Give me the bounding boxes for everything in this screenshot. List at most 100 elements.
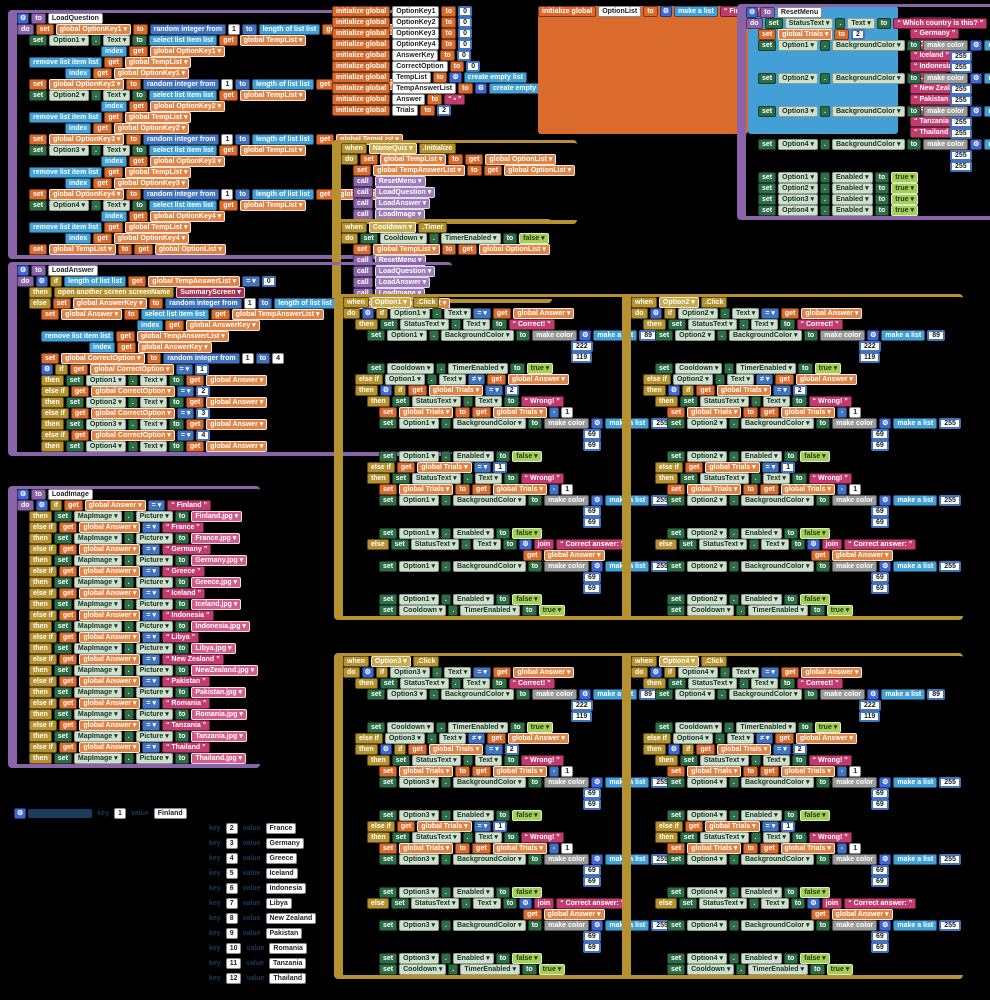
variable-block[interactable]: initialize global	[332, 6, 391, 17]
component-dropdown[interactable]: Option3 ▾	[399, 777, 440, 788]
component-dropdown[interactable]: StatusText ▾	[399, 319, 449, 330]
value-slot[interactable]: 11	[225, 958, 242, 969]
variable-dropdown[interactable]: global Trials ▾	[705, 821, 760, 832]
variable-block[interactable]: get	[472, 407, 491, 418]
component-dropdown[interactable]: Cooldown ▾	[675, 722, 723, 733]
component-dropdown[interactable]: Option4 ▾	[687, 887, 728, 898]
component-dropdown[interactable]: MapImage ▾	[73, 643, 122, 654]
control-block[interactable]: if	[49, 500, 63, 511]
variable-dropdown[interactable]: global Trials ▾	[417, 821, 472, 832]
variable-dropdown[interactable]: global Trials ▾	[399, 843, 454, 854]
component-setter-block[interactable]: .	[749, 898, 760, 909]
component-dropdown[interactable]: Cooldown ▾	[687, 605, 735, 616]
component-setter-block[interactable]: to	[783, 594, 799, 605]
variable-dropdown[interactable]: global TempList ▾	[49, 244, 116, 255]
component-setter-block[interactable]: set	[679, 396, 698, 407]
component-setter-block[interactable]: set	[678, 539, 697, 550]
component-setter-block[interactable]: .	[426, 733, 437, 744]
component-setter-block[interactable]: set	[53, 555, 72, 566]
component-dropdown[interactable]: Picture ▾	[135, 753, 173, 764]
variable-block[interactable]: set	[667, 407, 686, 418]
component-setter-block[interactable]: .	[448, 964, 459, 975]
proc-loadquestion[interactable]: ⚙ to LoadQuestion do set global OptionKey1 ▾ t…	[8, 10, 412, 259]
mutator-gear-icon[interactable]: ⚙	[879, 854, 892, 865]
variable-block[interactable]: get	[58, 698, 78, 709]
component-setter-block[interactable]: set	[667, 678, 686, 689]
procedure-block[interactable]: call	[353, 277, 373, 288]
component-setter-block[interactable]: .	[127, 375, 138, 386]
component-setter-block[interactable]: set	[667, 495, 686, 506]
variable-block[interactable]: to	[455, 843, 471, 854]
component-dropdown[interactable]: TimerEnabled ▾	[736, 722, 796, 733]
variable-dropdown[interactable]: global Trials ▾	[716, 744, 772, 755]
control-block[interactable]: else if	[29, 698, 57, 709]
control-block[interactable]: if	[49, 276, 63, 287]
make-color-block[interactable]: make color	[544, 920, 590, 931]
variable-block[interactable]: initialize global	[332, 61, 391, 72]
control-block[interactable]: then	[41, 397, 64, 408]
component-setter-block[interactable]: .	[123, 599, 134, 610]
math-block[interactable]: -	[548, 484, 560, 495]
variable-block[interactable]: to	[743, 484, 759, 495]
component-dropdown[interactable]: StatusText ▾	[411, 832, 461, 843]
math-block[interactable]: ≠ ▾	[756, 733, 774, 744]
math-block[interactable]: = ▾	[761, 308, 779, 319]
list-block[interactable]: make a list	[984, 40, 990, 51]
component-dropdown[interactable]: StatusText ▾	[698, 539, 748, 550]
mutator-gear-icon[interactable]: ⚙	[35, 276, 48, 287]
value-slot[interactable]: OptionKey2	[392, 17, 440, 28]
number-literal[interactable]: 69	[871, 429, 889, 440]
component-dropdown[interactable]: Option3 ▾	[399, 920, 440, 931]
variable-dropdown[interactable]: global Answer ▾	[61, 309, 123, 320]
component-setter-block[interactable]: to	[798, 722, 813, 733]
component-setter-block[interactable]: .	[127, 441, 138, 452]
variable-block[interactable]: get	[487, 374, 506, 385]
component-setter-block[interactable]: .	[820, 205, 830, 216]
component-setter-block[interactable]: .	[428, 233, 439, 244]
picture-dropdown[interactable]: Greece.jpg ▾	[191, 577, 242, 588]
variable-dropdown[interactable]: global Trials ▾	[399, 766, 454, 777]
component-setter-block[interactable]: to	[815, 418, 831, 429]
component-dropdown[interactable]: Picture ▾	[135, 511, 173, 522]
variable-block[interactable]: get	[58, 720, 78, 731]
list-block[interactable]: index	[65, 233, 92, 244]
control-block[interactable]: then	[643, 319, 666, 330]
component-setter-block[interactable]: .	[462, 832, 473, 843]
component-dropdown[interactable]: Text ▾	[438, 733, 467, 744]
component-dropdown[interactable]: BackgroundColor ▾	[740, 777, 814, 788]
component-setter-block[interactable]: set	[667, 561, 686, 572]
number-literal[interactable]: 119	[859, 711, 881, 722]
logic-literal[interactable]: false ▾	[512, 528, 542, 539]
value-slot[interactable]: TempList	[392, 72, 431, 83]
component-dropdown[interactable]: Enabled ▾	[740, 810, 782, 821]
component-dropdown[interactable]: Option1 ▾	[778, 172, 819, 183]
component-dropdown[interactable]: Option4 ▾	[49, 200, 90, 211]
event-namequiz-initialize[interactable]: when NameQuiz ▾ .Initialize do set global Tem…	[332, 140, 578, 224]
component-setter-block[interactable]: to	[132, 35, 147, 46]
component-setter-block[interactable]: to	[495, 594, 511, 605]
value-slot[interactable]: 1	[561, 484, 574, 495]
mutator-gear-icon[interactable]: ⚙	[649, 667, 662, 678]
variable-block[interactable]: get	[396, 821, 416, 832]
component-dropdown[interactable]: Cooldown ▾	[399, 605, 447, 616]
component-dropdown[interactable]: MapImage ▾	[73, 709, 122, 720]
control-block[interactable]: if	[682, 744, 695, 755]
variable-block[interactable]: to	[126, 189, 142, 200]
component-dropdown[interactable]: Text ▾	[102, 200, 131, 211]
value-slot[interactable]: 5	[225, 868, 238, 879]
value-slot[interactable]: ResetMenu	[776, 7, 823, 18]
component-setter-block[interactable]: set	[667, 920, 686, 931]
component-setter-block[interactable]: to	[906, 40, 922, 51]
variable-dropdown[interactable]: global Answer ▾	[206, 441, 268, 452]
variable-block[interactable]: get	[70, 386, 90, 397]
value-slot[interactable]: Pakistan	[265, 928, 303, 939]
mutator-gear-icon[interactable]: ⚙	[879, 561, 892, 572]
component-setter-block[interactable]: set	[53, 665, 72, 676]
component-setter-block[interactable]: .	[720, 308, 730, 319]
component-dropdown[interactable]: Text ▾	[847, 18, 875, 29]
component-dropdown[interactable]: Enabled ▾	[452, 887, 494, 898]
component-dropdown[interactable]: Enabled ▾	[831, 172, 873, 183]
number-literal[interactable]: 222	[859, 700, 881, 711]
value-slot[interactable]: Iceland	[265, 868, 298, 879]
variable-block[interactable]: get	[211, 309, 230, 320]
